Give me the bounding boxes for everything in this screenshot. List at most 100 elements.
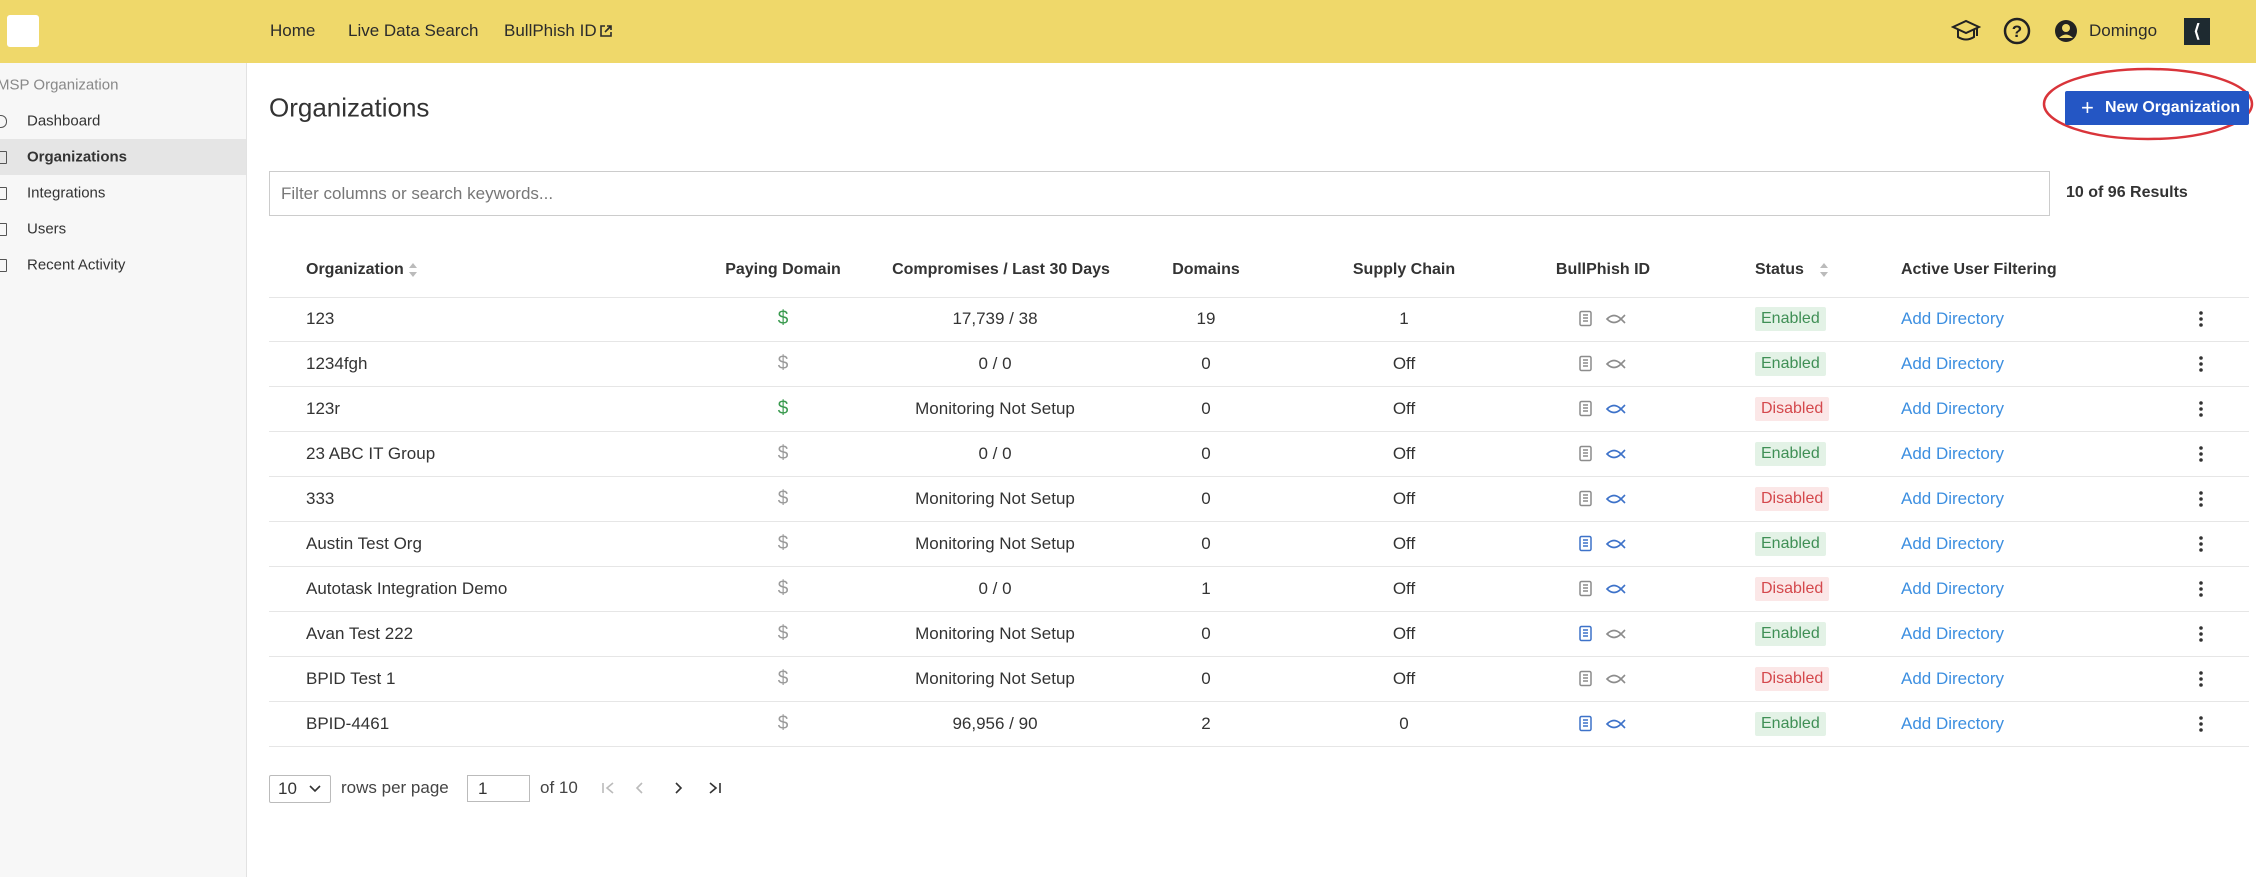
org-name[interactable]: 1234fgh bbox=[306, 354, 368, 373]
header-line bbox=[269, 297, 2249, 298]
row-menu[interactable] bbox=[2196, 490, 2206, 508]
column-header[interactable]: Organization bbox=[306, 261, 404, 278]
rows-per-page-select[interactable]: 10 bbox=[269, 775, 331, 803]
nav-link[interactable]: BullPhish ID bbox=[504, 21, 597, 40]
paying-icon: $ bbox=[777, 353, 789, 374]
row-line bbox=[269, 386, 2249, 387]
org-name[interactable]: Autotask Integration Demo bbox=[306, 579, 508, 598]
highlight-ellipse bbox=[2042, 67, 2254, 141]
org-name[interactable]: BPID-4461 bbox=[306, 714, 390, 733]
add-directory-link[interactable]: Add Directory bbox=[1901, 444, 2004, 463]
supply-chain: Off bbox=[1392, 624, 1416, 643]
add-directory-link[interactable]: Add Directory bbox=[1901, 354, 2004, 373]
row-line bbox=[269, 611, 2249, 612]
row-menu[interactable] bbox=[2196, 310, 2206, 328]
external-icon bbox=[600, 25, 612, 37]
active-highlight bbox=[0, 139, 246, 175]
column-header: Paying Domain bbox=[725, 261, 841, 278]
row-line bbox=[269, 656, 2249, 657]
row-menu[interactable] bbox=[2196, 535, 2206, 553]
domains: 0 bbox=[1201, 669, 1211, 688]
org-name[interactable]: Austin Test Org bbox=[306, 534, 422, 553]
row-menu[interactable] bbox=[2196, 400, 2206, 418]
row-line bbox=[269, 701, 2249, 702]
sidebar-item[interactable]: Users bbox=[27, 220, 67, 238]
prev-page[interactable] bbox=[632, 780, 648, 796]
academy-icon[interactable] bbox=[1950, 18, 1982, 49]
row-menu[interactable] bbox=[2196, 715, 2206, 733]
add-directory-link[interactable]: Add Directory bbox=[1901, 579, 2004, 598]
row-line bbox=[269, 521, 2249, 522]
user-icon[interactable] bbox=[2054, 19, 2078, 48]
search-placeholder: Filter columns or search keywords... bbox=[281, 184, 554, 203]
compromises: Monitoring Not Setup bbox=[915, 534, 1075, 553]
add-directory-link[interactable]: Add Directory bbox=[1901, 309, 2004, 328]
paying-icon: $ bbox=[777, 578, 789, 599]
sort-icon[interactable] bbox=[1818, 261, 1830, 279]
org-name[interactable]: BPID Test 1 bbox=[306, 669, 396, 688]
add-directory-link[interactable]: Add Directory bbox=[1901, 714, 2004, 733]
user-name[interactable]: Domingo bbox=[2089, 21, 2158, 40]
paying-icon: $ bbox=[777, 443, 789, 464]
page-input[interactable]: 1 bbox=[467, 775, 530, 802]
supply-chain: 1 bbox=[1399, 309, 1409, 328]
logo[interactable] bbox=[7, 15, 39, 47]
org-name[interactable]: Avan Test 222 bbox=[306, 624, 414, 643]
sidebar-icon bbox=[0, 151, 7, 164]
domains: 2 bbox=[1201, 714, 1211, 733]
sidebar-item[interactable]: Organizations bbox=[27, 148, 128, 166]
domains: 0 bbox=[1201, 624, 1211, 643]
domains: 1 bbox=[1201, 579, 1211, 598]
org-name[interactable]: 123r bbox=[306, 399, 341, 418]
bullphish-icons bbox=[1578, 310, 1626, 327]
column-header: BullPhish ID bbox=[1555, 261, 1651, 278]
sort-icon[interactable] bbox=[407, 261, 419, 279]
first-page[interactable] bbox=[600, 780, 616, 796]
nav-link[interactable]: Home bbox=[270, 21, 316, 40]
paying-icon: $ bbox=[777, 488, 789, 509]
add-directory-link[interactable]: Add Directory bbox=[1901, 534, 2004, 553]
compromises: Monitoring Not Setup bbox=[915, 489, 1075, 508]
last-page[interactable] bbox=[707, 780, 723, 796]
column-header: Domains bbox=[1172, 261, 1240, 278]
new-organization-button[interactable]: + New Organization bbox=[2065, 91, 2249, 125]
next-page[interactable] bbox=[670, 780, 686, 796]
row-menu[interactable] bbox=[2196, 625, 2206, 643]
help-icon[interactable]: ? bbox=[2002, 16, 2032, 51]
domains: 0 bbox=[1201, 444, 1211, 463]
rows-per-page-label: rows per page bbox=[341, 778, 449, 797]
row-menu[interactable] bbox=[2196, 580, 2206, 598]
add-directory-link[interactable]: Add Directory bbox=[1901, 669, 2004, 688]
add-directory-link[interactable]: Add Directory bbox=[1901, 489, 2004, 508]
sidebar-item[interactable]: Recent Activity bbox=[27, 256, 126, 274]
column-header[interactable]: Status bbox=[1755, 261, 1804, 278]
page-title: Organizations bbox=[269, 92, 430, 123]
sidebar-icon bbox=[0, 223, 7, 236]
results-count: 10 of 96 Results bbox=[2066, 184, 2188, 201]
row-line bbox=[269, 566, 2249, 567]
row-menu[interactable] bbox=[2196, 445, 2206, 463]
button-label: New Organization bbox=[2105, 99, 2241, 116]
domains: 0 bbox=[1201, 354, 1211, 373]
brand-logo[interactable]: ⟨ bbox=[2184, 18, 2210, 45]
sidebar-item[interactable]: Integrations bbox=[27, 184, 106, 202]
compromises: Monitoring Not Setup bbox=[915, 624, 1075, 643]
org-name[interactable]: 23 ABC IT Group bbox=[306, 444, 436, 463]
bullphish-icons bbox=[1578, 445, 1626, 462]
sidebar: MSP Organization Dashboard Organizations In… bbox=[0, 63, 247, 877]
org-name[interactable]: 123 bbox=[306, 309, 335, 328]
supply-chain: Off bbox=[1392, 354, 1416, 373]
search-input[interactable]: Filter columns or search keywords... bbox=[269, 171, 2050, 216]
add-directory-link[interactable]: Add Directory bbox=[1901, 399, 2004, 418]
compromises: Monitoring Not Setup bbox=[915, 669, 1075, 688]
org-name[interactable]: 333 bbox=[306, 489, 335, 508]
supply-chain: Off bbox=[1392, 489, 1416, 508]
row-menu[interactable] bbox=[2196, 355, 2206, 373]
row-menu[interactable] bbox=[2196, 670, 2206, 688]
status-badge: Disabled bbox=[1755, 577, 1830, 601]
nav-link[interactable]: Live Data Search bbox=[348, 21, 479, 40]
add-directory-link[interactable]: Add Directory bbox=[1901, 624, 2004, 643]
compromises: 96,956 / 90 bbox=[952, 714, 1038, 733]
sidebar-item[interactable]: Dashboard bbox=[27, 112, 101, 130]
bullphish-icons bbox=[1578, 670, 1626, 687]
